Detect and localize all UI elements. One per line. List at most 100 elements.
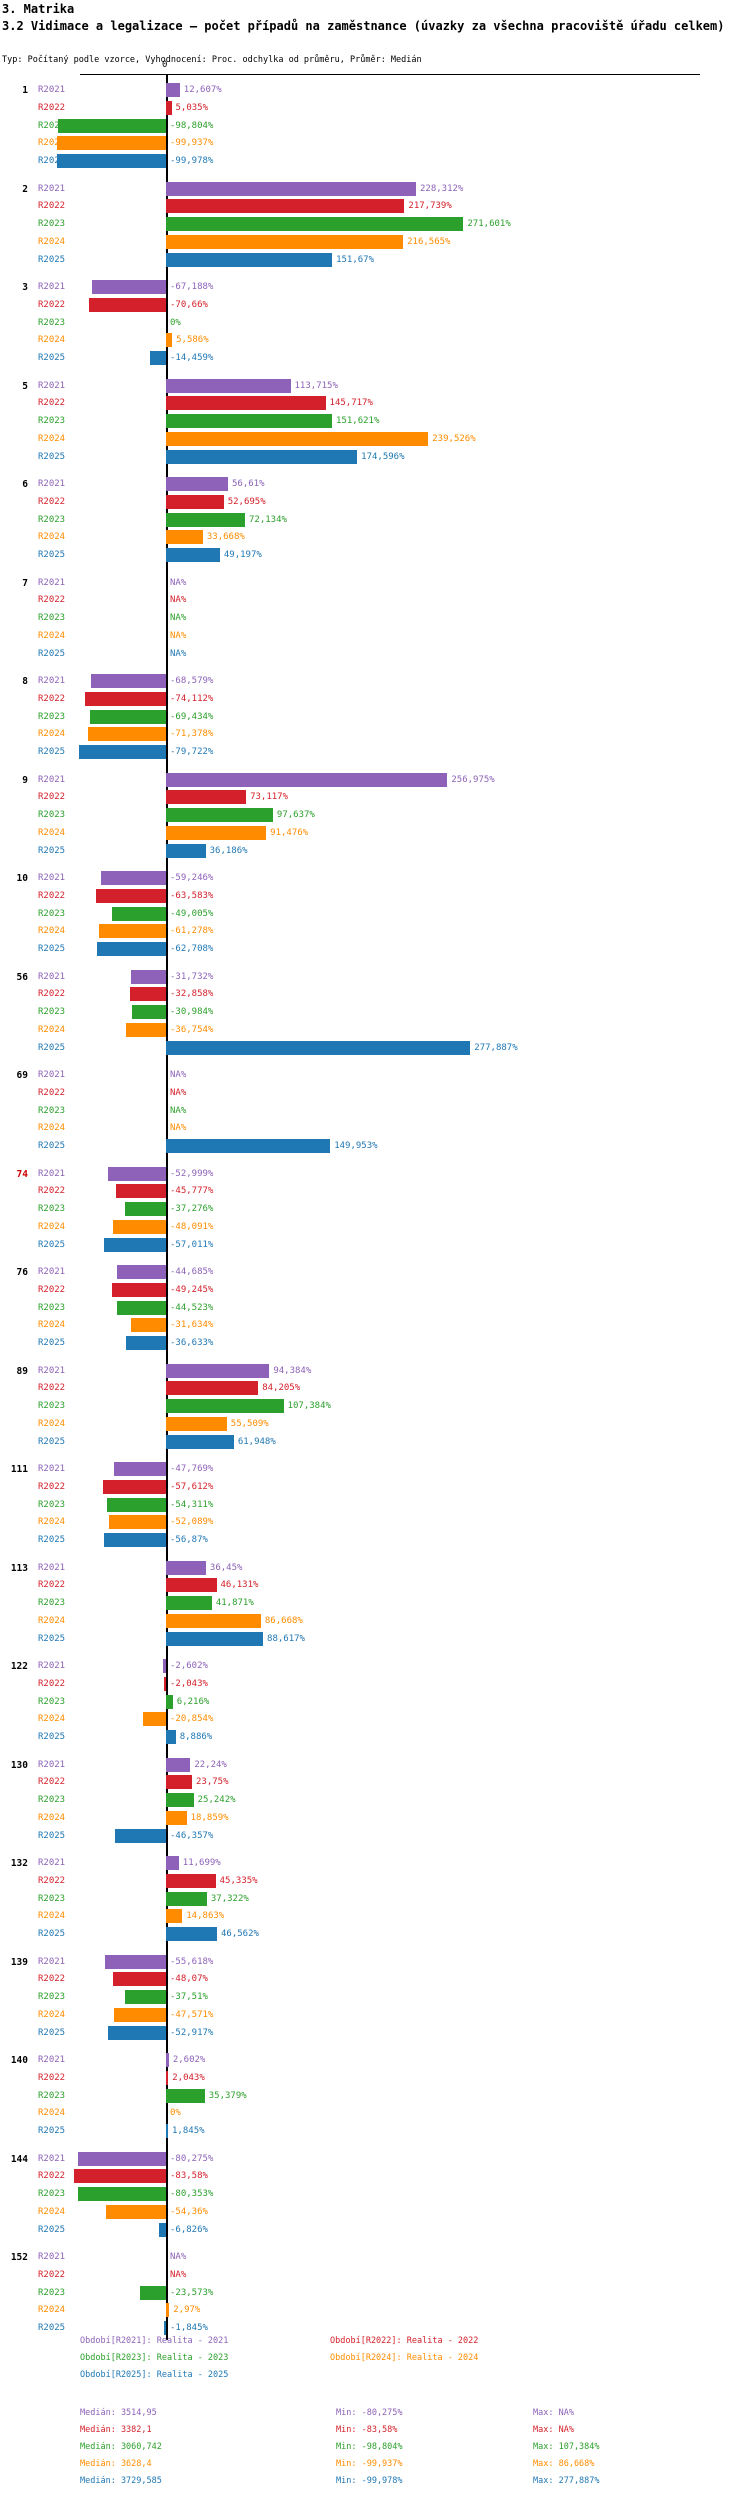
chart-row[interactable]: R2023 NA% xyxy=(0,610,750,627)
chart-row[interactable]: R2025 149,953% xyxy=(0,1138,750,1155)
chart-row[interactable]: R2022 -32,858% xyxy=(0,986,750,1003)
bar[interactable] xyxy=(74,2169,166,2184)
chart-row[interactable]: R2024 55,509% xyxy=(0,1416,750,1433)
chart-row[interactable]: R2023 35,379% xyxy=(0,2088,750,2105)
chart-row[interactable]: R2022 145,717% xyxy=(0,395,750,412)
chart-row[interactable]: R2021 12,607% xyxy=(0,82,750,99)
bar[interactable] xyxy=(125,1202,166,1217)
chart-row[interactable]: R2024 -61,278% xyxy=(0,923,750,940)
bar[interactable] xyxy=(117,1265,166,1279)
chart-row[interactable]: R2025 -57,011% xyxy=(0,1237,750,1254)
chart-row[interactable]: R2025 46,562% xyxy=(0,1926,750,1943)
bar[interactable] xyxy=(143,1712,166,1727)
bar[interactable] xyxy=(56,136,166,151)
chart-row[interactable]: R2022 -63,583% xyxy=(0,888,750,905)
chart-row[interactable]: R2025 174,596% xyxy=(0,449,750,466)
chart-row[interactable]: R2023 -37,51% xyxy=(0,1989,750,2006)
bar[interactable] xyxy=(166,1873,216,1888)
chart-row[interactable]: R2025 49,197% xyxy=(0,547,750,564)
chart-row[interactable]: R2022 84,205% xyxy=(0,1380,750,1397)
chart-row[interactable]: R2023 41,871% xyxy=(0,1595,750,1612)
bar[interactable] xyxy=(166,2053,169,2067)
bar[interactable] xyxy=(166,772,448,787)
chart-row[interactable]: R2023 97,637% xyxy=(0,807,750,824)
chart-row[interactable]: R2025 -62,708% xyxy=(0,941,750,958)
bar[interactable] xyxy=(166,1560,206,1575)
chart-row[interactable]: R2023 107,384% xyxy=(0,1398,750,1415)
chart-row[interactable]: R2022 23,75% xyxy=(0,1774,750,1791)
bar[interactable] xyxy=(115,1184,166,1199)
chart-row[interactable]: R2022 -45,777% xyxy=(0,1183,750,1200)
bar[interactable] xyxy=(166,1040,471,1055)
chart-row[interactable]: R2025 -46,357% xyxy=(0,1828,750,1845)
chart-row[interactable]: R2025 NA% xyxy=(0,646,750,663)
bar[interactable] xyxy=(166,252,333,267)
bar[interactable] xyxy=(132,1005,166,1020)
bar[interactable] xyxy=(166,1434,234,1449)
bar[interactable] xyxy=(166,1631,264,1646)
bar[interactable] xyxy=(101,871,166,885)
bar[interactable] xyxy=(125,1022,166,1037)
chart-row[interactable]: R2021 -67,188% xyxy=(0,279,750,296)
bar[interactable] xyxy=(112,906,166,921)
bar[interactable] xyxy=(166,1909,183,1924)
bar[interactable] xyxy=(166,181,416,196)
chart-row[interactable]: R2021 56,61% xyxy=(0,476,750,493)
chart-row[interactable]: R2024 33,668% xyxy=(0,529,750,546)
chart-row[interactable]: R2025 277,887% xyxy=(0,1040,750,1057)
bar[interactable] xyxy=(163,1659,166,1673)
chart-row[interactable]: R2024 -31,634% xyxy=(0,1317,750,1334)
chart-row[interactable]: R2025 -14,459% xyxy=(0,350,750,367)
chart-row[interactable]: R2022 5,035% xyxy=(0,100,750,117)
chart-row[interactable]: R2021 -52,999% xyxy=(0,1166,750,1183)
chart-row[interactable]: R2021 113,715% xyxy=(0,378,750,395)
bar[interactable] xyxy=(166,449,358,464)
chart-row[interactable]: R2023 -98,804% xyxy=(0,118,750,135)
chart-row[interactable]: R2024 14,863% xyxy=(0,1908,750,1925)
bar[interactable] xyxy=(166,100,172,115)
chart-row[interactable]: R2024 NA% xyxy=(0,1120,750,1137)
chart-row[interactable]: R2024 -48,091% xyxy=(0,1219,750,1236)
chart-row[interactable]: R2021 -59,246% xyxy=(0,870,750,887)
chart-row[interactable]: R2022 NA% xyxy=(0,2267,750,2284)
bar[interactable] xyxy=(166,825,267,840)
chart-row[interactable]: R2023 151,621% xyxy=(0,413,750,430)
chart-row[interactable]: R2021 -47,769% xyxy=(0,1461,750,1478)
chart-row[interactable]: R2023 -30,984% xyxy=(0,1004,750,1021)
chart-row[interactable]: R2021 NA% xyxy=(0,1067,750,1084)
bar[interactable] xyxy=(166,1856,179,1870)
bar[interactable] xyxy=(131,1318,166,1333)
chart-row[interactable]: R2021 94,384% xyxy=(0,1363,750,1380)
bar[interactable] xyxy=(97,942,166,957)
bar[interactable] xyxy=(89,709,166,724)
bar[interactable] xyxy=(166,1927,217,1942)
chart-row[interactable]: R2023 6,216% xyxy=(0,1694,750,1711)
bar[interactable] xyxy=(96,888,166,903)
bar[interactable] xyxy=(166,396,326,411)
bar[interactable] xyxy=(166,431,429,446)
chart-row[interactable]: R2025 -56,87% xyxy=(0,1532,750,1549)
chart-row[interactable]: R2021 -31,732% xyxy=(0,969,750,986)
bar[interactable] xyxy=(113,1972,166,1987)
chart-row[interactable]: R2023 NA% xyxy=(0,1103,750,1120)
bar[interactable] xyxy=(78,745,166,760)
chart-row[interactable]: R2023 -54,311% xyxy=(0,1497,750,1514)
chart-row[interactable]: R2025 36,186% xyxy=(0,843,750,860)
chart-row[interactable]: R2022 NA% xyxy=(0,592,750,609)
bar[interactable] xyxy=(125,1336,166,1351)
chart-row[interactable]: R2021 -2,602% xyxy=(0,1658,750,1675)
bar[interactable] xyxy=(106,1497,166,1512)
chart-row[interactable]: R2023 -80,353% xyxy=(0,2186,750,2203)
bar[interactable] xyxy=(113,2007,166,2022)
bar[interactable] xyxy=(166,217,464,232)
chart-row[interactable]: R2024 0% xyxy=(0,2105,750,2122)
chart-row[interactable]: R2022 -70,66% xyxy=(0,297,750,314)
chart-row[interactable]: R2023 -37,276% xyxy=(0,1201,750,1218)
bar[interactable] xyxy=(166,2088,205,2103)
chart-row[interactable]: R2024 2,97% xyxy=(0,2302,750,2319)
chart-row[interactable]: R2024 -20,854% xyxy=(0,1711,750,1728)
bar[interactable] xyxy=(130,987,166,1002)
bar[interactable] xyxy=(166,378,291,393)
bar[interactable] xyxy=(166,1381,259,1396)
bar[interactable] xyxy=(106,2204,166,2219)
